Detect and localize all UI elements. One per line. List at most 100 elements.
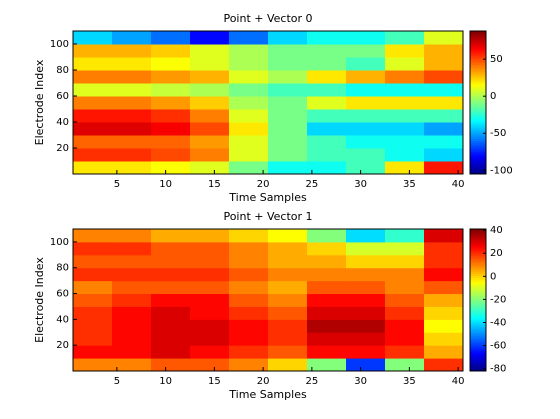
colorbar-swatch [470,280,486,283]
heat-cell [73,122,113,136]
heat-cell [385,109,425,123]
colorbar-frame [469,228,487,372]
heat-cell [424,44,464,58]
heat-cell [151,267,191,282]
heat-cell [229,57,269,71]
colorbar-swatch [470,339,486,343]
heat-cell [190,83,230,97]
x-tick-label: 20 [257,376,270,387]
heat-cell [190,135,230,149]
heat-cell [73,358,113,372]
colorbar-swatch [470,153,486,157]
heat-cell [151,161,191,175]
heat-cell [151,319,191,333]
heat-cell [229,83,269,97]
colorbar-swatch [470,273,486,277]
heat-cell [268,57,308,71]
heat-cell [151,122,191,136]
colorbar-swatch [470,86,486,90]
heat-cell [268,229,308,243]
heat-cell [424,109,464,123]
colorbar-swatch [470,244,486,248]
heat-cell [73,70,113,84]
heat-cell [229,306,269,320]
colorbar-swatch [470,359,486,363]
heat-cell [73,44,113,58]
colorbar-swatch [470,133,486,137]
colorbar-swatch [470,169,486,173]
colorbar-swatch [470,248,486,252]
colorbar-swatch [470,160,486,164]
heat-cell [73,345,113,359]
colorbar-tick-label: 0 [490,91,496,102]
heat-cell [424,57,464,71]
colorbar-swatch [470,308,486,312]
colorbar-swatch [470,304,486,308]
x-tick-label: 15 [208,376,221,387]
colorbar-swatch [470,98,486,101]
heat-cell [73,109,113,123]
colorbar-swatch [470,355,486,359]
heat-cell [112,96,152,110]
heat-cell [229,31,269,45]
heat-cell [346,280,386,295]
colorbar-swatch [470,364,486,368]
colorbar-swatch [470,156,486,159]
x-tick-label: 25 [306,376,319,387]
heat-cell [190,280,230,295]
heat-cell [346,241,386,256]
heat-cell [151,44,191,58]
colorbar-swatch [470,264,486,268]
heat-cell [151,254,191,269]
heat-cell [190,319,230,333]
colorbar-tick-label: -80 [490,364,506,375]
heat-cell [112,358,152,372]
colorbar-swatch [470,95,486,99]
colorbar-swatch [470,149,486,153]
heat-cell [346,31,386,45]
heat-cell [346,345,386,359]
y-axis-label: Electrode Index [33,59,46,145]
heat-cell [346,267,386,282]
heat-cell [229,135,269,149]
heat-cell [190,31,230,45]
heat-cell [307,122,347,136]
colorbar-swatch [470,366,486,370]
colorbar-swatch [470,131,486,135]
colorbar-swatch [470,333,486,336]
colorbar-swatch [470,62,486,66]
heat-cell [112,280,152,295]
x-tick-label: 5 [114,376,120,387]
colorbar-swatch [470,46,486,50]
heat-cell [190,44,230,58]
heat-cell [307,306,347,320]
heat-cell [73,332,113,346]
heat-cell [112,306,152,320]
x-axis-label: Time Samples [228,388,307,401]
axes-frame [72,228,464,372]
y-tick-label: 20 [56,143,69,154]
heat-cell [73,293,113,307]
x-tick-label: 30 [354,179,367,190]
colorbar-swatch [470,44,486,48]
colorbar-swatch [470,319,486,323]
colorbar-tick-label: 40 [490,225,503,236]
colorbar-swatch [470,293,486,297]
heat-cell [190,122,230,136]
heat-cell [229,241,269,256]
heat-cell [385,57,425,71]
y-tick-label: 100 [50,39,69,50]
colorbar-swatch [470,286,486,290]
heat-cell [229,332,269,346]
heat-cell [424,229,464,243]
colorbar-swatch [470,129,486,133]
heat-cell [385,267,425,282]
colorbar-swatch [470,237,486,241]
heat-cell [151,345,191,359]
x-tick-label: 25 [306,179,319,190]
colorbar-swatch [470,291,486,294]
heat-cell [346,122,386,136]
colorbar-tick-label: -40 [490,318,506,329]
colorbar-swatch [470,251,486,254]
